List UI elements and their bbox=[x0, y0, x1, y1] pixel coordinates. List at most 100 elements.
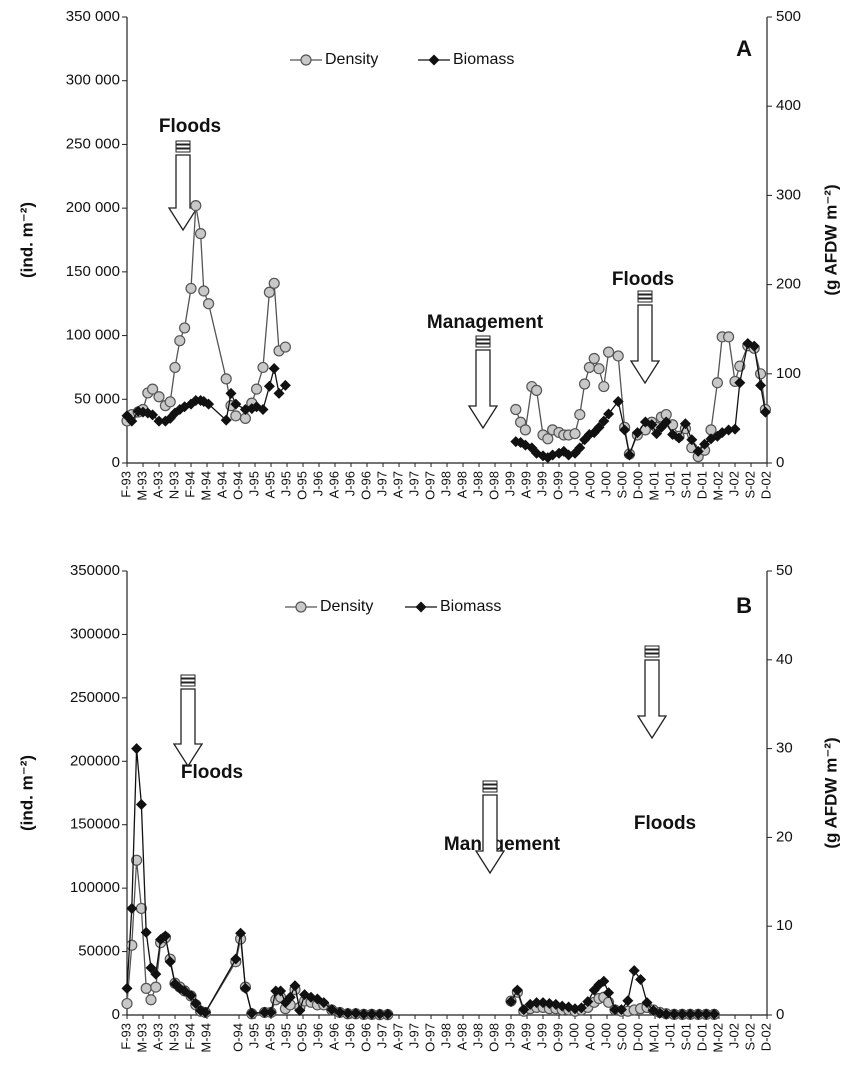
x-tick-label: M-01 bbox=[646, 471, 661, 501]
biomass-marker bbox=[734, 377, 746, 389]
y2-tick-label: 100 bbox=[776, 365, 801, 382]
x-tick-label: A-97 bbox=[390, 1023, 405, 1050]
biomass-marker bbox=[273, 387, 285, 399]
density-marker bbox=[530, 384, 543, 396]
y-tick-label: 250 000 bbox=[66, 135, 120, 152]
density-marker bbox=[598, 380, 610, 393]
density-marker bbox=[195, 228, 207, 240]
x-tick-label: O-96 bbox=[358, 1023, 373, 1052]
annotation: Floods bbox=[159, 116, 221, 137]
biomass-marker bbox=[676, 1008, 688, 1020]
biomass-marker bbox=[673, 432, 685, 444]
x-tick-label: F-93 bbox=[118, 471, 133, 498]
arrow-stripe bbox=[180, 674, 196, 679]
x-tick-label: M-02 bbox=[710, 1023, 725, 1053]
x-tick-label: A-94 bbox=[214, 471, 229, 498]
arrow-body bbox=[172, 688, 204, 768]
density-marker bbox=[279, 341, 291, 353]
x-tick-label: J-97 bbox=[374, 471, 389, 496]
biomass-marker bbox=[660, 1008, 672, 1020]
y2-tick-label: 0 bbox=[776, 1006, 784, 1023]
biomass-marker bbox=[284, 991, 296, 1003]
density-marker bbox=[140, 982, 152, 994]
biomass-marker bbox=[199, 1006, 211, 1018]
biomass-marker bbox=[279, 379, 291, 391]
y-tick-label: 350 000 bbox=[66, 8, 120, 25]
x-tick-label: D-01 bbox=[694, 471, 709, 499]
density-marker bbox=[593, 363, 605, 375]
x-tick-label: A-96 bbox=[326, 1023, 341, 1050]
biomass-marker bbox=[641, 997, 653, 1009]
annotation: Floods bbox=[181, 762, 243, 783]
density-marker bbox=[574, 408, 586, 421]
biomass-marker bbox=[612, 395, 624, 407]
biomass-marker bbox=[318, 997, 330, 1009]
x-tick-label: A-98 bbox=[454, 1023, 469, 1050]
x-tick-label: M-01 bbox=[646, 1023, 661, 1053]
x-tick-label: A-95 bbox=[262, 471, 277, 498]
x-tick-label: N-93 bbox=[166, 471, 181, 499]
x-tick-label: J-01 bbox=[662, 471, 677, 496]
x-tick-label: J-01 bbox=[662, 1023, 677, 1048]
density-marker bbox=[257, 361, 269, 374]
arrow bbox=[629, 290, 661, 385]
biomass-marker bbox=[660, 416, 672, 428]
x-tick-label: S-00 bbox=[614, 1023, 629, 1050]
density-marker bbox=[150, 981, 162, 993]
y2-tick-label: 400 bbox=[776, 97, 801, 114]
y-tick-label: 300 000 bbox=[66, 72, 120, 89]
x-tick-label: A-95 bbox=[262, 1023, 277, 1050]
density-marker bbox=[705, 424, 717, 436]
x-tick-label: S-01 bbox=[678, 1023, 693, 1050]
biomass-marker bbox=[615, 1004, 627, 1016]
x-tick-label: S-01 bbox=[678, 471, 693, 498]
arrow-stripe bbox=[644, 649, 660, 654]
panel-label: B bbox=[736, 593, 752, 618]
arrow-stripe bbox=[475, 343, 491, 348]
x-tick-label: M-93 bbox=[134, 471, 149, 501]
biomass-marker bbox=[679, 418, 691, 430]
biomass-marker bbox=[230, 953, 242, 965]
biomass-marker bbox=[342, 1007, 354, 1019]
y-tick-label: 150 000 bbox=[66, 263, 120, 280]
biomass-marker bbox=[635, 973, 647, 985]
arrow-stripe bbox=[475, 339, 491, 344]
arrow bbox=[636, 645, 668, 740]
biomass-marker bbox=[582, 996, 594, 1008]
biomass-marker bbox=[145, 962, 157, 974]
legend-label: Biomass bbox=[440, 598, 501, 615]
x-tick-label: O-95 bbox=[294, 471, 309, 500]
density-marker bbox=[153, 391, 165, 403]
density-marker bbox=[510, 403, 522, 416]
biomass-marker bbox=[575, 1002, 587, 1014]
y2-tick-label: 30 bbox=[776, 740, 793, 757]
biomass-marker bbox=[140, 926, 152, 938]
biomass-marker bbox=[556, 1000, 568, 1012]
biomass-marker bbox=[239, 982, 251, 994]
biomass-marker bbox=[631, 427, 643, 439]
x-tick-label: D-01 bbox=[694, 1023, 709, 1051]
arrow-stripe bbox=[180, 678, 196, 683]
biomass-marker bbox=[190, 997, 202, 1009]
arrow-body bbox=[467, 349, 499, 430]
density-marker bbox=[198, 285, 210, 297]
density-marker bbox=[542, 433, 554, 445]
biomass-marker bbox=[619, 424, 631, 436]
biomass-marker bbox=[268, 362, 280, 374]
x-tick-label: M-02 bbox=[710, 471, 725, 501]
x-tick-label: J-97 bbox=[406, 471, 421, 496]
y-tick-label: 300000 bbox=[70, 625, 120, 642]
arrow-stripe bbox=[482, 780, 498, 785]
x-tick-label: A-99 bbox=[518, 471, 533, 498]
arrow bbox=[172, 674, 204, 768]
density-marker bbox=[145, 994, 157, 1006]
arrow bbox=[167, 140, 199, 232]
y2-tick-label: 40 bbox=[776, 651, 793, 668]
density-marker bbox=[602, 346, 615, 358]
x-tick-label: A-96 bbox=[326, 471, 341, 498]
x-tick-label: J-96 bbox=[310, 1023, 325, 1048]
y-tick-label: 0 bbox=[112, 1006, 120, 1023]
x-tick-label: J-98 bbox=[470, 471, 485, 496]
y-tick-label: 350000 bbox=[70, 562, 120, 579]
